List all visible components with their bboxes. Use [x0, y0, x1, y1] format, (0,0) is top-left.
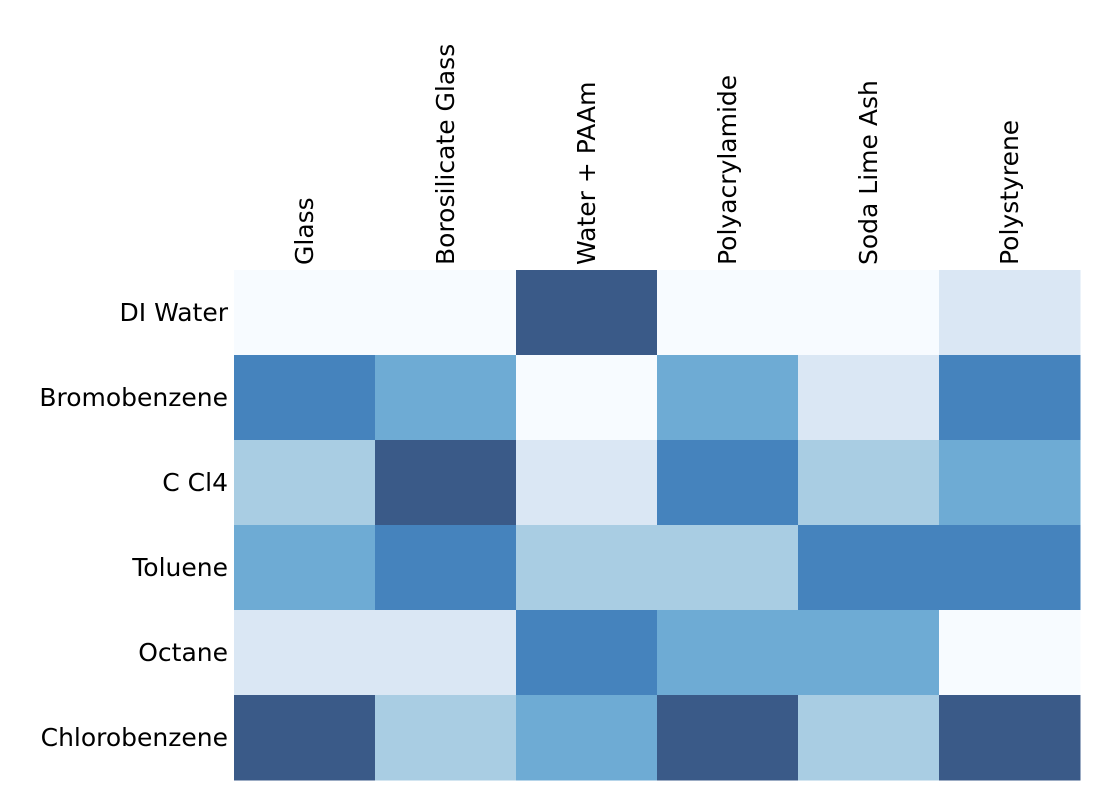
- heatmap-cell: [375, 525, 517, 611]
- heatmap-cell: [375, 695, 517, 781]
- row-label: DI Water: [120, 298, 229, 327]
- heatmap-cell: [798, 355, 940, 441]
- heatmap-cell: [939, 355, 1081, 441]
- heatmap-cell: [375, 610, 517, 696]
- heatmap-cell: [375, 355, 517, 441]
- heatmap-cell: [516, 270, 658, 356]
- column-label: Water + PAAm: [572, 82, 601, 265]
- heatmap-cell: [516, 610, 658, 696]
- heatmap-cell: [657, 270, 799, 356]
- column-labels: Glass Borosilicate Glass Water + PAAm Polya…: [290, 44, 1024, 265]
- heatmap-cell: [939, 610, 1081, 696]
- heatmap-cell: [234, 355, 376, 441]
- heatmap-cell: [657, 525, 799, 611]
- row-label: Toluene: [131, 553, 228, 582]
- heatmap-cell: [234, 695, 376, 781]
- heatmap-cell: [657, 695, 799, 781]
- heatmap-cell: [375, 270, 517, 356]
- column-label: Glass: [290, 197, 319, 265]
- row-label: Bromobenzene: [39, 383, 228, 412]
- column-label: Polystyrene: [995, 120, 1024, 265]
- heatmap-cell: [657, 355, 799, 441]
- heatmap-cell: [516, 525, 658, 611]
- heatmap-cell: [234, 440, 376, 526]
- row-labels: DI Water Bromobenzene C Cl4 Toluene Octane Ch…: [39, 298, 228, 752]
- heatmap-cell: [798, 525, 940, 611]
- heatmap-cell: [798, 695, 940, 781]
- row-label: Chlorobenzene: [41, 723, 228, 752]
- heatmap-cell: [798, 440, 940, 526]
- heatmap-cell: [234, 610, 376, 696]
- row-label: C Cl4: [162, 468, 228, 497]
- heatmap-cell: [516, 440, 658, 526]
- column-label: Borosilicate Glass: [431, 44, 460, 265]
- row-label: Octane: [138, 638, 228, 667]
- column-label: Polyacrylamide: [713, 75, 742, 265]
- heatmap-cell: [939, 440, 1081, 526]
- heatmap-cells: [234, 270, 1081, 781]
- heatmap-cell: [234, 525, 376, 611]
- heatmap-cell: [798, 270, 940, 356]
- heatmap-cell: [516, 355, 658, 441]
- heatmap-cell: [375, 440, 517, 526]
- heatmap-cell: [516, 695, 658, 781]
- heatmap-cell: [939, 270, 1081, 356]
- heatmap-cell: [798, 610, 940, 696]
- heatmap-cell: [657, 610, 799, 696]
- column-label: Soda Lime Ash: [854, 80, 883, 265]
- heatmap-cell: [234, 270, 376, 356]
- heatmap-cell: [939, 525, 1081, 611]
- heatmap-cell: [939, 695, 1081, 781]
- heatmap-cell: [657, 440, 799, 526]
